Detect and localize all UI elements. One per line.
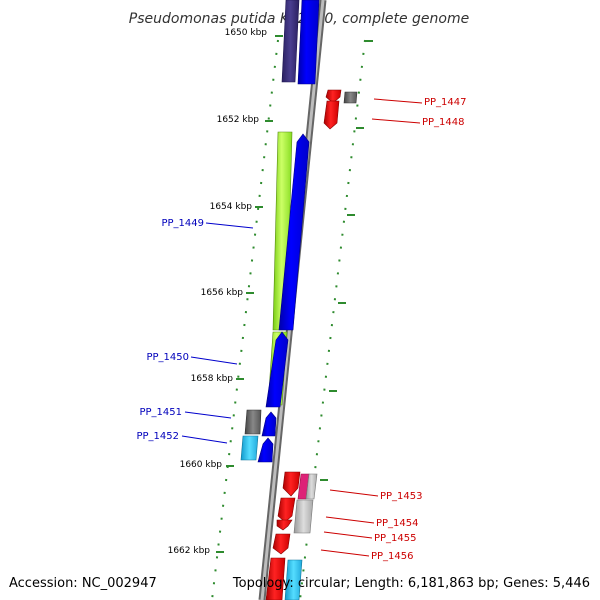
gene-bottom-cluster[interactable] [265,557,303,600]
topology-text: Topology: circular; Length: 6,181,863 bp… [232,576,590,591]
tick-label: 1660 kbp [180,460,223,470]
gene-label-pp1454: PP_1454 [376,518,419,529]
gene-label-pp1447: PP_1447 [424,97,467,108]
gene-navy-top[interactable] [281,0,300,83]
gene-label-pp1453: PP_1453 [380,491,423,502]
tick-label: 1652 kbp [217,115,260,125]
gene-pp1455[interactable] [276,519,293,531]
gene-blue-4[interactable] [257,437,274,463]
tick-label: 1654 kbp [210,202,253,212]
gene-blue-2[interactable] [265,331,289,408]
gene-pp1456[interactable] [272,533,291,555]
gene-pp1447[interactable] [343,91,358,104]
gene-pp1454[interactable] [277,497,314,534]
gene-label-pp1449: PP_1449 [161,218,204,229]
tick-label: 1662 kbp [168,546,211,556]
tick-label: 1650 kbp [225,28,268,38]
gene-pp1451[interactable] [244,409,262,435]
gene-pp1452[interactable] [240,435,259,461]
gene-blue-1[interactable] [278,133,310,331]
tick-marks [216,35,373,553]
gene-blue-top[interactable] [297,0,320,85]
gene-label-pp1452: PP_1452 [136,431,179,442]
accession-text: Accession: NC_002947 [9,576,157,591]
gene-pp1453[interactable] [282,471,318,500]
tick-label: 1658 kbp [191,374,234,384]
gene-label-pp1451: PP_1451 [139,407,182,418]
tick-labels: 1650 kbp 1652 kbp 1654 kbp 1656 kbp 1658… [168,28,268,556]
left-gene-labels: PP_1449 PP_1450 PP_1451 PP_1452 [136,218,204,442]
left-dotted-track [211,39,279,600]
gene-label-pp1456: PP_1456 [371,551,414,562]
right-gene-labels: PP_1447 PP_1448 PP_1453 PP_1454 PP_1455 … [371,97,467,562]
gene-pp1448[interactable] [323,89,342,130]
right-leader-lines [320,98,423,557]
left-leader-lines [181,222,254,444]
tick-label: 1656 kbp [201,288,244,298]
gene-label-pp1455: PP_1455 [374,533,417,544]
map-title: Pseudomonas putida KT2440, complete geno… [129,11,469,27]
gene-label-pp1448: PP_1448 [422,117,465,128]
gene-label-pp1450: PP_1450 [146,352,189,363]
gene-blue-3[interactable] [261,411,277,437]
